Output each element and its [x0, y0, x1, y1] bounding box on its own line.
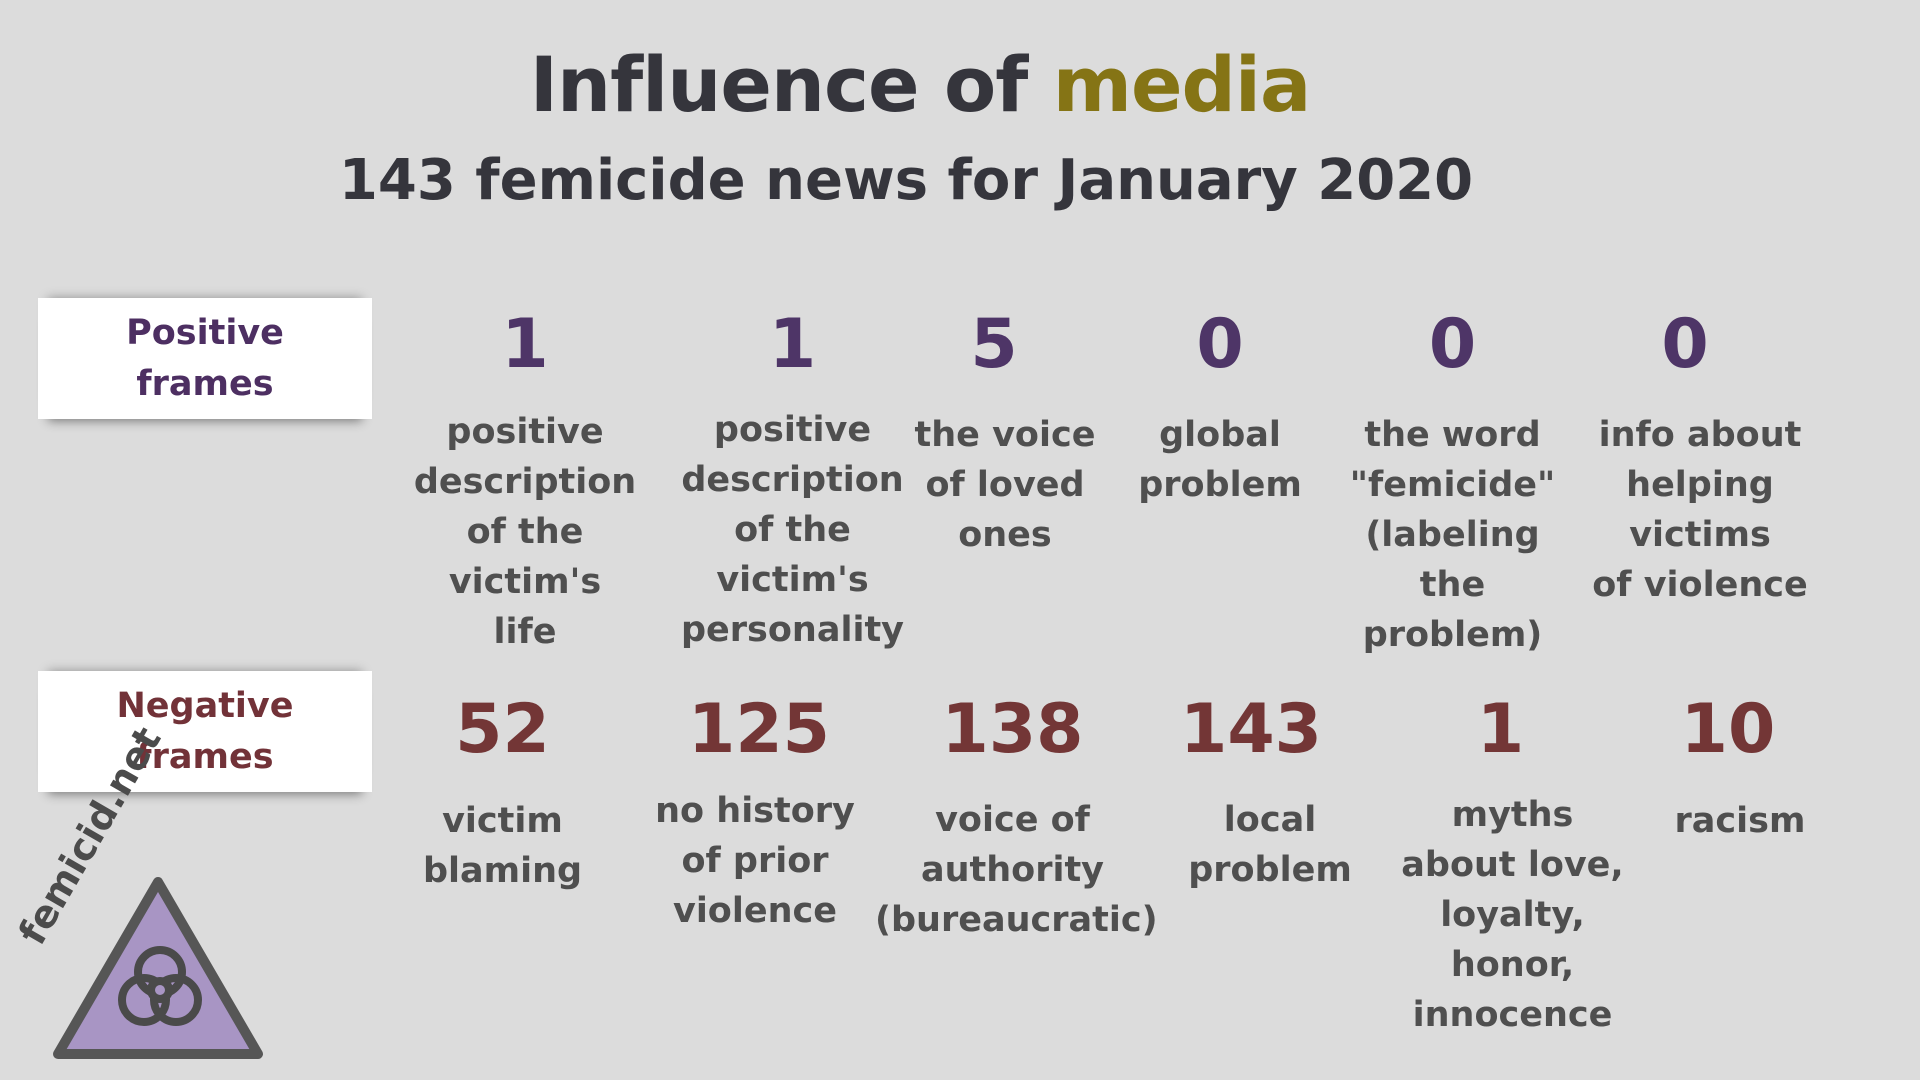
stat-label: the voice of loved ones: [914, 415, 1096, 555]
stat-label: victim blaming: [422, 801, 583, 891]
negative-frames-box: Negative frames: [38, 671, 372, 792]
positive-stat-voice-loved-ones: 5 the voice of loved ones: [900, 305, 1110, 560]
title-accent: media: [1052, 40, 1311, 129]
stat-label: info about helping victims of violence: [1592, 415, 1808, 605]
page-subtitle: 143 femicide news for January 2020: [338, 148, 1474, 213]
stat-label: local problem: [1188, 800, 1352, 890]
stat-label: positive description of the victim's lif…: [413, 412, 637, 652]
stat-value: 138: [941, 690, 1084, 769]
stat-value: 143: [1180, 690, 1322, 769]
negative-stat-local-problem: 143 local problem: [1165, 690, 1375, 895]
stat-label: positive description of the victim's per…: [680, 410, 904, 650]
positive-frames-label: Positive frames: [126, 312, 284, 404]
positive-stat-helping-victims: 0 info about helping victims of violence: [1555, 305, 1845, 610]
stat-value: 1: [501, 305, 549, 384]
negative-stat-no-prior-violence: 125 no history of prior violence: [645, 690, 865, 936]
stat-value: 1: [1476, 690, 1525, 769]
page-title: Influence of media: [0, 40, 1840, 129]
stat-value: 10: [1680, 690, 1776, 769]
stat-label: no history of prior violence: [655, 791, 855, 931]
stat-label: the word "femicide" (labeling the proble…: [1349, 415, 1556, 655]
positive-frames-box: Positive frames: [38, 298, 372, 419]
stat-label: voice of authority (bureaucratic): [875, 800, 1158, 940]
stat-value: 52: [455, 690, 550, 769]
stat-value: 125: [688, 690, 830, 769]
stat-label: racism: [1674, 801, 1806, 841]
biohazard-icon: [53, 877, 263, 1059]
negative-stat-victim-blaming: 52 victim blaming: [400, 690, 605, 896]
stat-value: 1: [768, 305, 817, 384]
title-main: Influence of: [529, 40, 1053, 129]
negative-frames-label: Negative frames: [116, 685, 294, 777]
stat-value: 0: [1661, 305, 1709, 384]
stat-value: 0: [1196, 305, 1244, 384]
stat-value: 0: [1428, 305, 1477, 384]
negative-stat-myths: 1 myths about love, loyalty, honor, inno…: [1390, 690, 1635, 1040]
stat-label: myths about love, loyalty, honor, innoce…: [1401, 795, 1624, 1035]
stat-value: 5: [970, 305, 1018, 384]
negative-stat-voice-authority: 138 voice of authority (bureaucratic): [875, 690, 1158, 945]
stat-label: global problem: [1138, 415, 1302, 505]
positive-stat-victim-life: 1 positive description of the victim's l…: [390, 305, 660, 657]
positive-stat-victim-personality: 1 positive description of the victim's p…: [660, 305, 925, 655]
negative-stat-racism: 10 racism: [1660, 690, 1820, 846]
positive-stat-word-femicide: 0 the word "femicide" (labeling the prob…: [1325, 305, 1580, 660]
positive-stat-global-problem: 0 global problem: [1125, 305, 1315, 510]
